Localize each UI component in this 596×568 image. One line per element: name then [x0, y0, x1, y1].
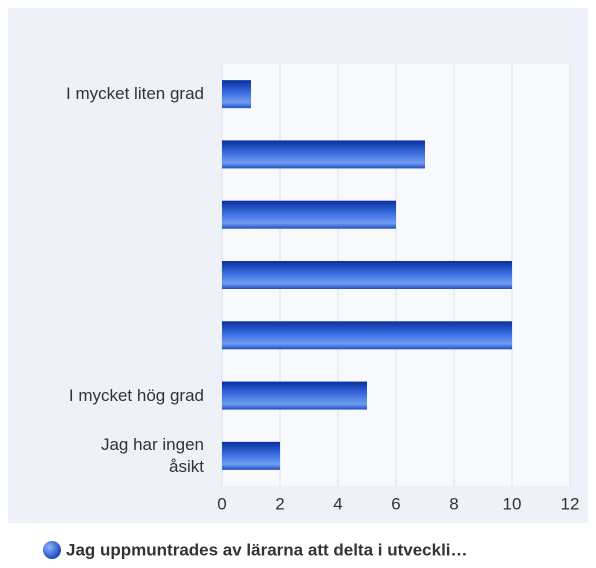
y-tick-label-text: I mycket liten grad	[20, 69, 204, 119]
y-tick-label: Jag har ingen åsikt	[20, 431, 204, 481]
bar	[222, 441, 280, 470]
legend-label: Jag uppmuntrades av lärarna att delta i …	[66, 540, 468, 559]
x-tick-label: 10	[503, 494, 522, 513]
y-tick-label: I mycket liten grad	[20, 69, 204, 119]
bar	[222, 80, 251, 109]
y-tick-label-text: Jag har ingen åsikt	[20, 431, 204, 481]
bar	[222, 200, 396, 229]
y-tick-label: I mycket hög grad	[20, 371, 204, 421]
bar	[222, 321, 512, 350]
legend-marker	[43, 541, 61, 559]
x-tick-label: 4	[333, 494, 342, 513]
bar	[222, 140, 425, 169]
x-tick-label: 2	[275, 494, 284, 513]
category: I mycket liten grad	[66, 84, 204, 104]
category: Jag har ingen åsikt	[100, 434, 204, 476]
x-tick-label: 0	[217, 494, 226, 513]
bar	[222, 381, 367, 410]
x-tick-label: 8	[449, 494, 458, 513]
x-tick-label: 6	[391, 494, 400, 513]
bar	[222, 261, 512, 289]
category: I mycket hög grad	[68, 385, 204, 405]
x-tick-label: 12	[561, 494, 580, 513]
y-tick-label-text: I mycket hög grad	[20, 371, 204, 421]
